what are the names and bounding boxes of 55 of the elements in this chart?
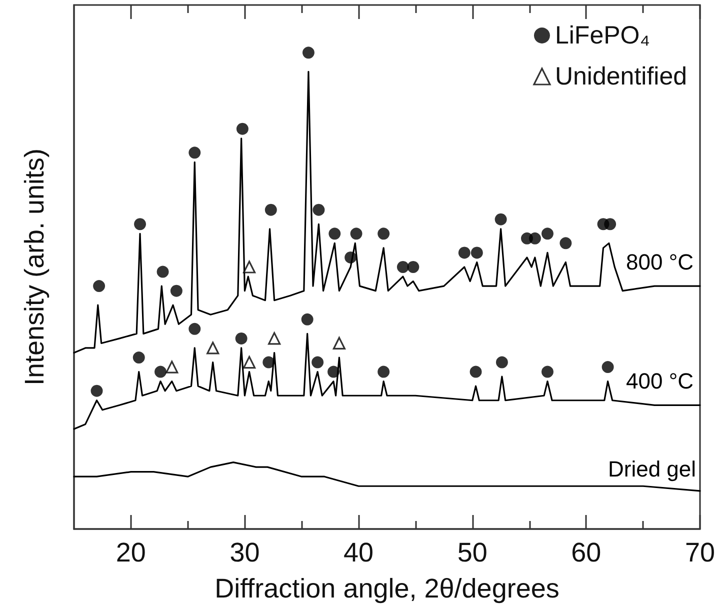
series-label: Dried gel [608,456,696,482]
point [154,366,166,378]
point [170,284,182,297]
point [328,228,341,240]
x-tick-label: 70 [684,538,716,568]
point [344,251,357,264]
point [134,218,146,230]
point [332,336,346,350]
point [496,356,508,368]
point [268,332,281,345]
y-axis-title: Intensity (arb. units) [20,148,50,386]
point [470,366,482,378]
x-tick-label: 60 [571,538,602,568]
point [90,384,103,397]
point [132,352,145,364]
point [242,356,256,369]
point [93,280,106,292]
point [206,342,220,354]
point [166,360,178,374]
point [528,232,541,244]
legend-label: Unidentified [554,62,687,90]
point [302,46,314,59]
x-tick-label: 40 [344,538,374,568]
point [188,322,201,335]
point [235,332,248,344]
series-label: 800 °C [626,250,694,275]
point [236,122,248,135]
point [156,266,169,278]
point [378,228,390,240]
point [541,366,554,378]
point [560,237,572,250]
x-axis-title: Diffraction angle, 2θ/degrees [214,574,560,604]
point [301,313,314,326]
point [541,228,554,240]
x-tick-label: 20 [116,538,146,568]
point [470,246,483,259]
point [458,246,470,259]
point [604,218,616,230]
point [378,366,390,378]
point [396,261,409,273]
point [312,356,324,368]
point [350,228,362,240]
x-tick-label: 30 [230,538,260,568]
point [328,366,340,378]
point [312,204,325,216]
point [242,260,256,274]
series-label: 400 °C [626,368,694,394]
legend-label: LiFePO₄ [554,22,650,50]
point [264,204,277,216]
x-tick-label: 50 [457,538,488,568]
point [262,356,275,368]
point [407,261,420,273]
point [494,213,507,226]
point [602,361,614,374]
point [188,146,201,159]
